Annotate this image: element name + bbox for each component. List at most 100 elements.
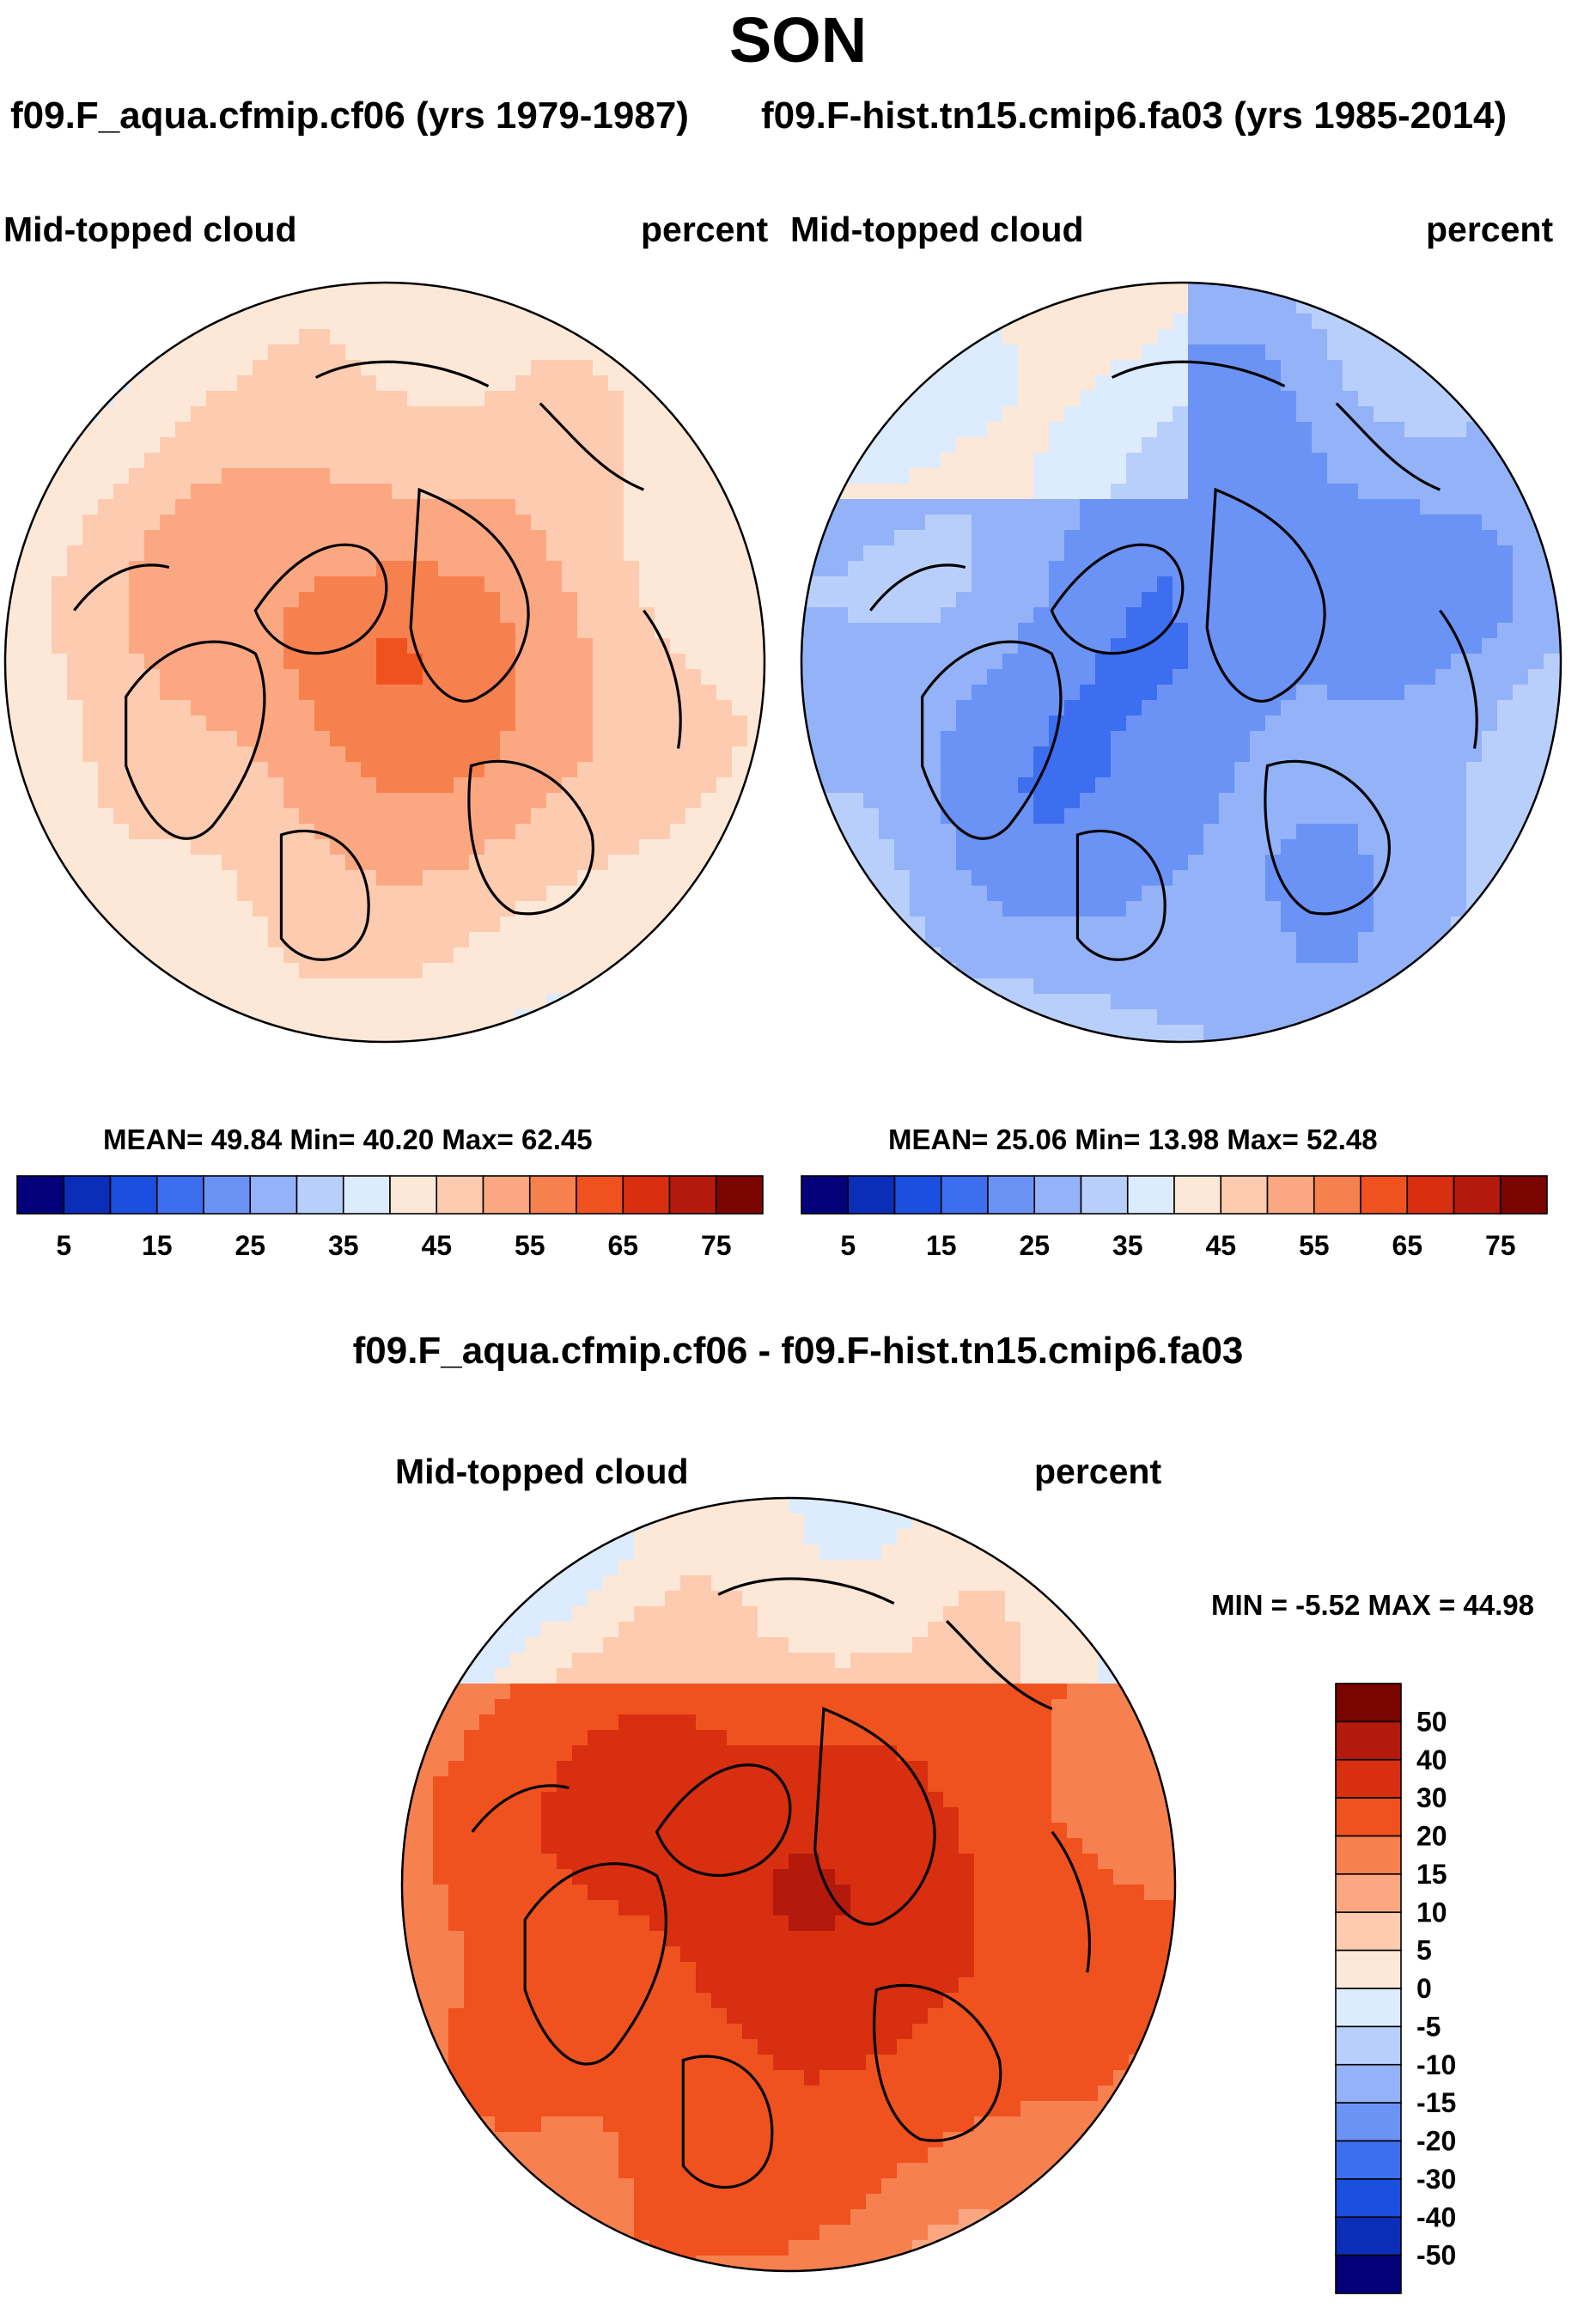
coastline [279, 829, 370, 961]
colorbar-tick-label: 15 [926, 1230, 957, 1261]
figure-title: SON [728, 4, 868, 76]
left-variable-label: Mid-topped cloud [3, 210, 297, 249]
colorbar-tick-label: 5 [840, 1230, 856, 1261]
right-units-label: percent [1426, 210, 1554, 249]
colorbar-tick-label: 30 [1416, 1782, 1447, 1813]
colorbar-swatch [1335, 1758, 1402, 1799]
colorbar-swatch [668, 1175, 717, 1215]
colorbar-swatch [482, 1175, 531, 1215]
colorbar-swatch [1335, 2178, 1402, 2219]
coastline [73, 563, 682, 749]
colorbar-swatch [1033, 1175, 1082, 1215]
colorbar-tick-label: -30 [1416, 2164, 1456, 2195]
colorbar-swatch [715, 1175, 764, 1215]
coastline [1264, 759, 1391, 916]
left-units-label: percent [641, 210, 769, 249]
coastline [253, 543, 388, 655]
colorbar-swatch [1453, 1175, 1502, 1215]
colorbar-swatch [893, 1175, 942, 1215]
colorbar-swatch [576, 1175, 624, 1215]
colorbar-swatch [1080, 1175, 1129, 1215]
colorbar-swatch [1313, 1175, 1361, 1215]
colorbar-swatch [1335, 2216, 1402, 2256]
colorbar-swatch [1335, 2102, 1402, 2142]
colorbar-tick-label: 65 [1392, 1230, 1422, 1261]
colorbar-tick-label: 40 [1416, 1745, 1447, 1775]
coastline [125, 640, 266, 840]
diff-variable-label: Mid-topped cloud [395, 1452, 689, 1491]
colorbar-swatch [801, 1175, 850, 1215]
colorbar-swatch [1335, 1835, 1402, 1875]
colorbar-tick-label: 15 [142, 1230, 173, 1261]
diff-title: f09.F_aqua.cfmip.cf06 - f09.F-hist.tn15.… [352, 1330, 1244, 1372]
left-run-title: f09.F_aqua.cfmip.cf06 (yrs 1979-1987) [10, 94, 689, 137]
colorbar-swatch [1335, 1720, 1402, 1761]
colorbar-swatch [16, 1175, 65, 1215]
colorbar-tick-label: 35 [1112, 1230, 1143, 1261]
colorbar-tick-label: 45 [1205, 1230, 1236, 1261]
colorbar-tick-label: 5 [56, 1230, 71, 1261]
colorbar-swatch [1335, 1683, 1402, 1723]
colorbar-swatch [940, 1175, 989, 1215]
colorbar-tick-label: 45 [421, 1230, 452, 1261]
colorbar-swatch [987, 1175, 1036, 1215]
colorbar-swatch [295, 1175, 344, 1215]
colorbar-tick-label: 55 [515, 1230, 545, 1261]
right-stats: MEAN= 25.06 Min= 13.98 Max= 52.48 [888, 1124, 1378, 1155]
map-border [400, 1496, 1177, 2273]
colorbar-swatch [1499, 1175, 1548, 1215]
colorbar-tick-label: -10 [1416, 2049, 1456, 2080]
colorbar-swatch [203, 1175, 252, 1215]
coastline [869, 563, 1478, 749]
diff-units-label: percent [1034, 1452, 1162, 1491]
colorbar-swatch [1335, 2140, 1402, 2180]
colorbar-swatch [1335, 1911, 1402, 1952]
colorbar-swatch [436, 1175, 484, 1215]
colorbar-tick-label: 25 [235, 1230, 265, 1261]
coastline [717, 1577, 1053, 1710]
diff-minmax: MIN = -5.52 MAX = 44.98 [1211, 1589, 1535, 1621]
coastline [467, 759, 594, 916]
colorbar-tick-label: -20 [1416, 2126, 1456, 2157]
colorbar-tick-label: -5 [1416, 2011, 1441, 2042]
coastline [1075, 829, 1167, 961]
colorbar-swatch [1220, 1175, 1269, 1215]
colorbar-tick-label: 75 [1485, 1230, 1516, 1261]
colorbar-swatch [1360, 1175, 1409, 1215]
coastline [655, 1763, 792, 1878]
map-border [800, 281, 1562, 1044]
colorbar-swatch [622, 1175, 671, 1215]
colorbar-swatch [63, 1175, 112, 1215]
colorbar-swatch [109, 1175, 158, 1215]
colorbar-swatch [155, 1175, 204, 1215]
colorbar-swatch [528, 1175, 577, 1215]
coastline [471, 1784, 1091, 1973]
coastline [523, 1862, 667, 2066]
coastline [921, 640, 1063, 840]
colorbar-swatch [1335, 2254, 1402, 2294]
coastline [1205, 487, 1326, 703]
colorbar-tick-label: 20 [1416, 1821, 1447, 1852]
diff-polar-map [400, 1496, 1177, 2273]
colorbar-tick-label: 0 [1416, 1973, 1432, 2004]
right-polar-map [800, 281, 1562, 1044]
coastline [813, 1707, 936, 1926]
coastline [314, 360, 644, 491]
colorbar-tick-label: 50 [1416, 1706, 1447, 1737]
colorbar-tick-label: 5 [1416, 1935, 1432, 1966]
left-polar-map [3, 281, 766, 1044]
colorbar-swatch [1173, 1175, 1222, 1215]
colorbar-tick-label: -50 [1416, 2240, 1456, 2271]
colorbar-tick-label: 75 [701, 1230, 732, 1261]
map-border [3, 281, 766, 1044]
colorbar-swatch [1335, 2025, 1402, 2066]
colorbar-tick-label: 55 [1299, 1230, 1330, 1261]
colorbar-swatch [1335, 1988, 1402, 2028]
colorbar-tick-label: 10 [1416, 1897, 1447, 1927]
coastline [1050, 543, 1185, 655]
colorbar-swatch [1126, 1175, 1175, 1215]
colorbar-tick-label: 65 [607, 1230, 638, 1261]
colorbar-tick-label: 25 [1019, 1230, 1050, 1261]
